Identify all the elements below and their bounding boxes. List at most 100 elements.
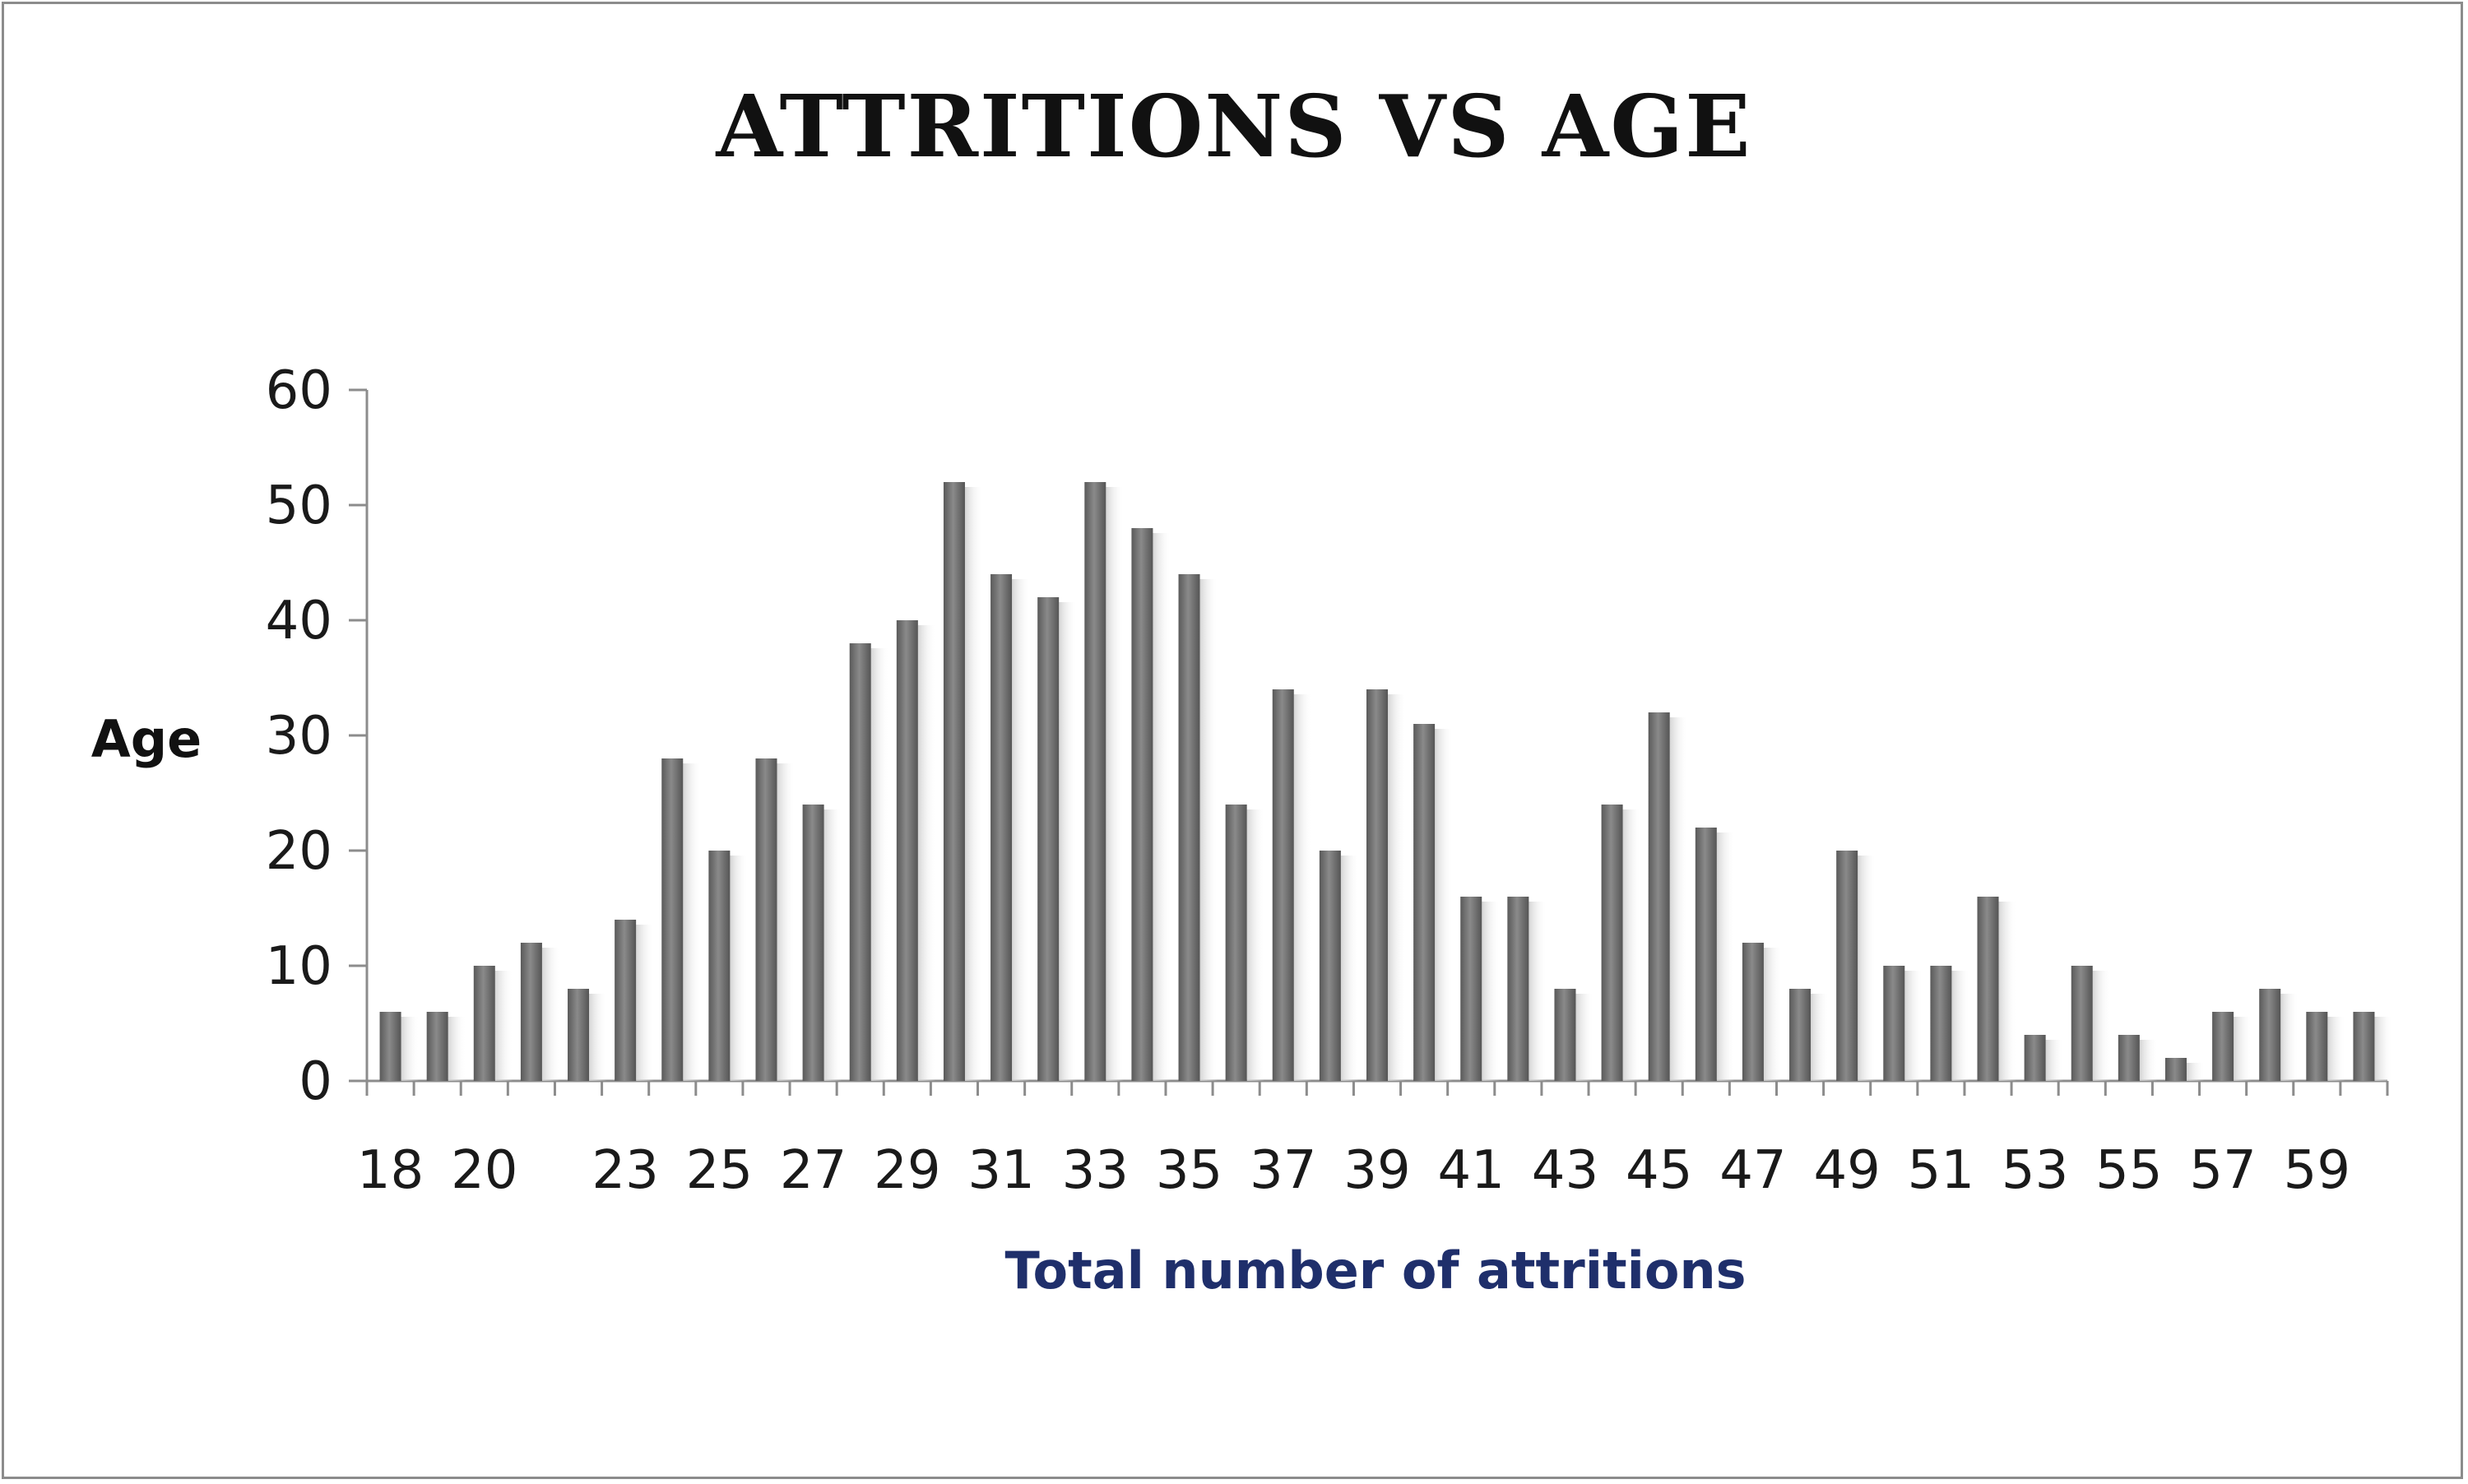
- bar-53: [2024, 1035, 2046, 1081]
- bar-shadow: [823, 809, 842, 1081]
- x-axis-label: Total number of attritions: [1004, 1241, 1746, 1301]
- bar-60: [2353, 1012, 2375, 1081]
- chart-title: ATTRITIONS VS AGE: [716, 76, 1752, 177]
- bar-36: [1225, 805, 1247, 1081]
- bar-shadow: [589, 994, 608, 1081]
- x-tick-label: 25: [686, 1140, 753, 1201]
- bar-38: [1319, 851, 1341, 1081]
- y-tick-label: 60: [266, 360, 332, 421]
- bar-24: [661, 758, 684, 1081]
- y-tick-label: 40: [266, 591, 332, 652]
- bar-shadow: [683, 763, 702, 1081]
- x-tick-label: 53: [2002, 1140, 2068, 1201]
- bar-shadow: [1435, 729, 1454, 1081]
- bar-shadow: [730, 856, 749, 1081]
- bar-56: [2164, 1058, 2187, 1081]
- bar-20: [473, 966, 495, 1081]
- bar-58: [2259, 989, 2281, 1081]
- bar-shadow: [1811, 994, 1830, 1081]
- bar-40: [1413, 724, 1436, 1081]
- y-tick-label: 20: [266, 821, 332, 882]
- bar-shadow: [1293, 694, 1312, 1081]
- y-axis-label: Age: [91, 709, 202, 769]
- bar-shadow: [1951, 971, 1970, 1081]
- bar-42: [1507, 897, 1529, 1081]
- x-tick-label: 47: [1719, 1140, 1786, 1201]
- x-tick-label: 41: [1438, 1140, 1505, 1201]
- bar-shadow: [494, 971, 513, 1081]
- bar-49: [1836, 851, 1858, 1081]
- x-tick-label: 39: [1343, 1140, 1410, 1201]
- x-tick-label: 20: [451, 1140, 517, 1201]
- bar-shadow: [541, 948, 560, 1081]
- bar-27: [802, 805, 824, 1081]
- y-tick-label: 30: [266, 706, 332, 767]
- bar-shadow: [1575, 994, 1594, 1081]
- bar-shadow: [2374, 1017, 2393, 1081]
- bar-shadow: [2234, 1017, 2252, 1081]
- bar-32: [1037, 597, 1060, 1081]
- bar-shadow: [777, 763, 796, 1081]
- bar-shadow: [1763, 948, 1782, 1081]
- bar-shadow: [2280, 994, 2299, 1081]
- bar-shadow: [636, 925, 655, 1081]
- bar-35: [1178, 574, 1200, 1081]
- x-tick-label: 55: [2095, 1140, 2162, 1201]
- bar-55: [2118, 1035, 2140, 1081]
- bar-shadow: [2139, 1040, 2158, 1081]
- x-tick-label: 37: [1250, 1140, 1316, 1201]
- bar-shadow: [401, 1017, 420, 1081]
- bar-44: [1601, 805, 1623, 1081]
- bar-51: [1930, 966, 1952, 1081]
- bar-31: [990, 574, 1013, 1081]
- bar-48: [1789, 989, 1812, 1081]
- bar-28: [849, 643, 871, 1081]
- x-tick-label: 35: [1156, 1140, 1222, 1201]
- bar-shadow: [1012, 579, 1031, 1081]
- bar-shadow: [917, 625, 936, 1081]
- bar-18: [379, 1012, 401, 1081]
- bar-shadow: [870, 648, 889, 1081]
- bar-shadow: [1529, 902, 1547, 1081]
- x-tick-label: 27: [780, 1140, 847, 1201]
- x-tick-label: 31: [967, 1140, 1034, 1201]
- bar-shadow: [1622, 809, 1641, 1081]
- bar-shadow: [2045, 1040, 2064, 1081]
- bar-shadow: [448, 1017, 466, 1081]
- bar-52: [1977, 897, 1999, 1081]
- x-tick-label: 59: [2284, 1140, 2350, 1201]
- bar-shadow: [1340, 856, 1359, 1081]
- bar-shadow: [1998, 902, 2017, 1081]
- bar-41: [1460, 897, 1482, 1081]
- bar-shadow: [1059, 602, 1078, 1081]
- bar-shadow: [2092, 971, 2111, 1081]
- bar-22: [568, 989, 590, 1081]
- bar-shadow: [1388, 694, 1406, 1081]
- x-tick-label: 18: [357, 1140, 424, 1201]
- bar-shadow: [1669, 717, 1688, 1081]
- plot-area: 0 10 20 30 40 50 60 18 20 23 25 27 29 31 33 35 37 39 41 43 4…: [266, 360, 2393, 1201]
- x-tick-label: 51: [1908, 1140, 1974, 1201]
- bar-shadow: [1904, 971, 1923, 1081]
- bar-21: [520, 943, 542, 1081]
- bar-59: [2306, 1012, 2328, 1081]
- bar-37: [1272, 689, 1294, 1081]
- bar-shadow: [2186, 1063, 2205, 1081]
- bar-45: [1648, 712, 1670, 1081]
- bar-39: [1366, 689, 1388, 1081]
- x-tick-label: 49: [1813, 1140, 1880, 1201]
- y-tick-label: 0: [299, 1051, 332, 1112]
- bar-shadow: [1482, 902, 1501, 1081]
- bar-19: [426, 1012, 448, 1081]
- bar-23: [615, 920, 637, 1081]
- bar-shadow: [1106, 487, 1125, 1081]
- bar-shadow: [1153, 533, 1171, 1081]
- x-tick-label: 43: [1532, 1140, 1598, 1201]
- x-tick-label: 33: [1062, 1140, 1129, 1201]
- x-tick-label: 23: [591, 1140, 658, 1201]
- bar-shadow: [1199, 579, 1218, 1081]
- x-tick-label: 45: [1626, 1140, 1692, 1201]
- bar-shadow: [2327, 1017, 2346, 1081]
